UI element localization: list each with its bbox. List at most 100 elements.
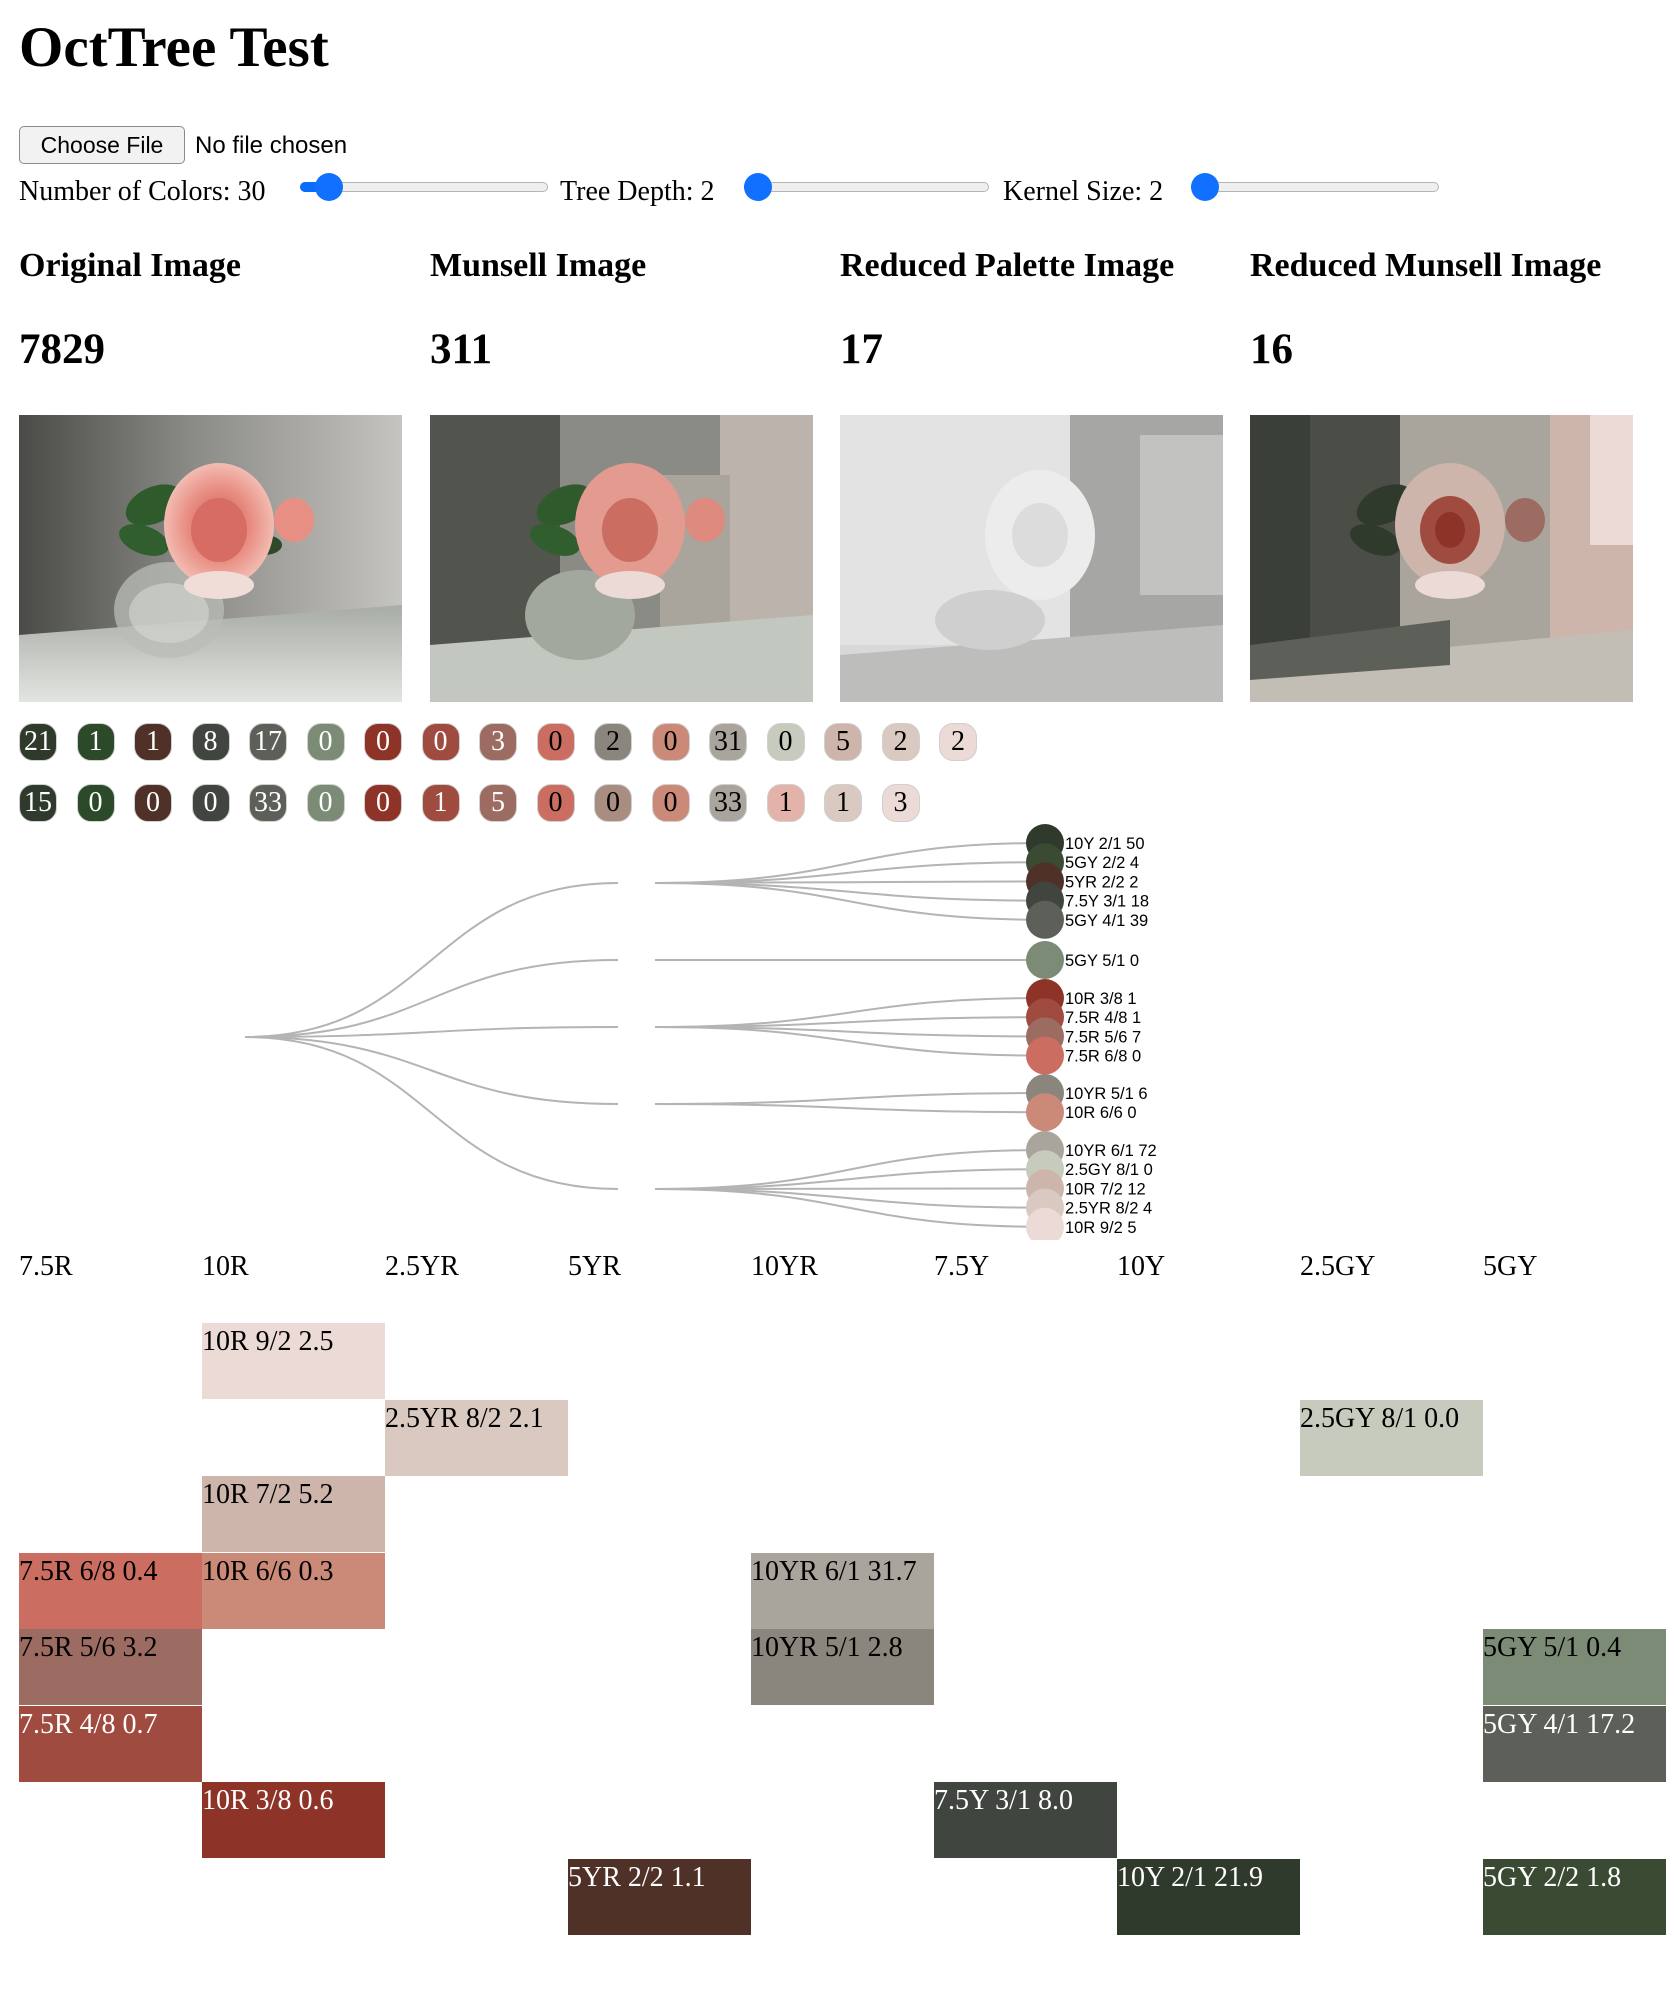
tree-link (244, 882, 619, 1038)
tree-leaf-node (1026, 1093, 1064, 1132)
munsell-cell: 7.5R 6/8 0.4 (19, 1552, 202, 1629)
munsell-cell: 5GY 5/1 0.4 (1483, 1629, 1666, 1705)
palette-chip: 0 (421, 723, 460, 761)
tree-leaf-node (1026, 900, 1064, 939)
number-of-colors-slider[interactable] (300, 169, 548, 205)
munsell-cell: 5GY 4/1 17.2 (1483, 1705, 1666, 1782)
reduced-palette-image (840, 415, 1223, 702)
tree-depth-label: Tree Depth: 2 (560, 176, 715, 207)
tree-leaf-node (1026, 1036, 1064, 1075)
munsell-cell: 10R 6/6 0.3 (202, 1552, 385, 1629)
tree-link (244, 1026, 619, 1038)
palette-chip: 0 (306, 723, 345, 761)
munsell-cell: 10R 3/8 0.6 (202, 1782, 385, 1858)
tree-leaf-label: 7.5Y 3/1 18 (1065, 893, 1149, 911)
munsell-cell: 10Y 2/1 21.9 (1117, 1858, 1300, 1935)
tree-leaf-label: 10YR 6/1 72 (1065, 1142, 1157, 1160)
tree-leaf-label: 7.5R 6/8 0 (1065, 1048, 1141, 1066)
kernel-size-label: Kernel Size: 2 (1003, 176, 1164, 207)
munsell-cell: 7.5Y 3/1 8.0 (934, 1782, 1117, 1858)
tree-leaf-label: 5YR 2/2 2 (1065, 873, 1138, 891)
palette-chip: 0 (536, 784, 575, 822)
palette-chip: 2 (594, 723, 632, 761)
munsell-image-title: Munsell Image (430, 247, 647, 284)
palette-chip: 2 (939, 723, 977, 761)
palette-chip: 0 (651, 723, 690, 761)
slider-thumb[interactable] (744, 173, 772, 201)
tree-leaf-label: 2.5GY 8/1 0 (1065, 1161, 1153, 1179)
palette-chip: 8 (191, 723, 230, 761)
palette-chip: 0 (536, 723, 575, 761)
munsell-image (430, 415, 813, 702)
reduced-munsell-swatches: 15 0 0 0 33 0 0 1 5 0 0 0 33 1 1 3 (0, 784, 1000, 824)
tree-leaf-label: 5GY 4/1 39 (1065, 912, 1148, 930)
slider-thumb[interactable] (315, 173, 344, 201)
palette-chip: 31 (709, 723, 747, 761)
munsell-cell: 2.5GY 8/1 0.0 (1300, 1399, 1483, 1476)
palette-chip: 0 (191, 784, 230, 822)
tree-leaf-label: 7.5R 5/6 7 (1065, 1028, 1141, 1046)
tree-leaf-label: 10Y 2/1 50 (1065, 835, 1145, 853)
munsell-cell: 5GY 2/2 1.8 (1483, 1858, 1666, 1935)
palette-chip: 21 (19, 723, 57, 761)
palette-chip: 0 (766, 723, 805, 761)
tree-leaf-label: 2.5YR 8/2 4 (1065, 1200, 1152, 1218)
tree-link (654, 861, 1046, 884)
tree-link (654, 1026, 1046, 1057)
tree-leaf-label: 5GY 2/2 4 (1065, 854, 1139, 872)
file-status-text: No file chosen (195, 132, 348, 159)
tree-leaf-label: 10R 9/2 5 (1065, 1219, 1137, 1237)
tree-link (244, 1036, 619, 1105)
palette-chip: 0 (134, 784, 172, 822)
original-image (19, 415, 402, 702)
tree-link (654, 1092, 1046, 1105)
hue-axis-label: 5GY (1483, 1251, 1538, 1282)
tree-leaf-label: 10YR 5/1 6 (1065, 1085, 1148, 1103)
tree-link (654, 1168, 1046, 1190)
hue-axis-label: 5YR (568, 1251, 621, 1282)
tree-leaf-label: 10R 3/8 1 (1065, 990, 1137, 1008)
hue-axis-label: 7.5R (19, 1251, 73, 1282)
reduced-palette-color-count: 17 (840, 326, 883, 373)
palette-chip: 1 (766, 784, 805, 822)
munsell-cell: 5YR 2/2 1.1 (568, 1858, 751, 1935)
tree-link (654, 1016, 1046, 1028)
tree-link (654, 882, 1046, 902)
kernel-size-slider[interactable] (1191, 169, 1439, 205)
palette-chip: 5 (824, 723, 862, 761)
palette-chip: 0 (651, 784, 690, 822)
hue-axis-label: 10Y (1117, 1251, 1166, 1282)
number-of-colors-label: Number of Colors: 30 (19, 176, 266, 207)
palette-chip: 1 (76, 723, 115, 761)
palette-chip: 2 (881, 723, 920, 761)
palette-chip: 1 (824, 784, 862, 822)
palette-chip: 0 (76, 784, 115, 822)
tree-leaf-node (1026, 1207, 1064, 1240)
palette-chip: 1 (421, 784, 460, 822)
slider-fill (300, 182, 330, 192)
munsell-cell: 2.5YR 8/2 2.1 (385, 1399, 568, 1476)
original-image-title: Original Image (19, 247, 241, 284)
tree-leaf-label: 10R 6/6 0 (1065, 1104, 1137, 1122)
reduced-munsell-image (1250, 415, 1633, 702)
tree-leaf-label: 5GY 5/1 0 (1065, 952, 1139, 970)
tree-leaf-node (1026, 941, 1064, 979)
palette-chip: 0 (364, 723, 402, 761)
tree-depth-slider[interactable] (744, 169, 989, 205)
choose-file-button[interactable]: Choose File (19, 126, 185, 164)
reduced-palette-image-title: Reduced Palette Image (840, 247, 1175, 284)
palette-chip: 17 (249, 723, 287, 761)
page-title: OctTree Test (19, 16, 329, 79)
hue-axis-label: 10YR (751, 1251, 818, 1282)
slider-thumb[interactable] (1191, 173, 1219, 201)
tree-link (244, 959, 619, 1038)
palette-chip: 0 (306, 784, 345, 822)
munsell-cell: 10R 9/2 2.5 (202, 1323, 385, 1399)
palette-chip: 0 (364, 784, 402, 822)
reduced-palette-swatches: 21 1 1 8 17 0 0 0 3 0 2 0 31 0 5 2 2 (0, 723, 1000, 763)
reduced-munsell-image-title: Reduced Munsell Image (1250, 247, 1602, 284)
palette-chip: 33 (249, 784, 287, 822)
palette-chip: 15 (19, 784, 57, 822)
munsell-cell: 10R 7/2 5.2 (202, 1476, 385, 1552)
